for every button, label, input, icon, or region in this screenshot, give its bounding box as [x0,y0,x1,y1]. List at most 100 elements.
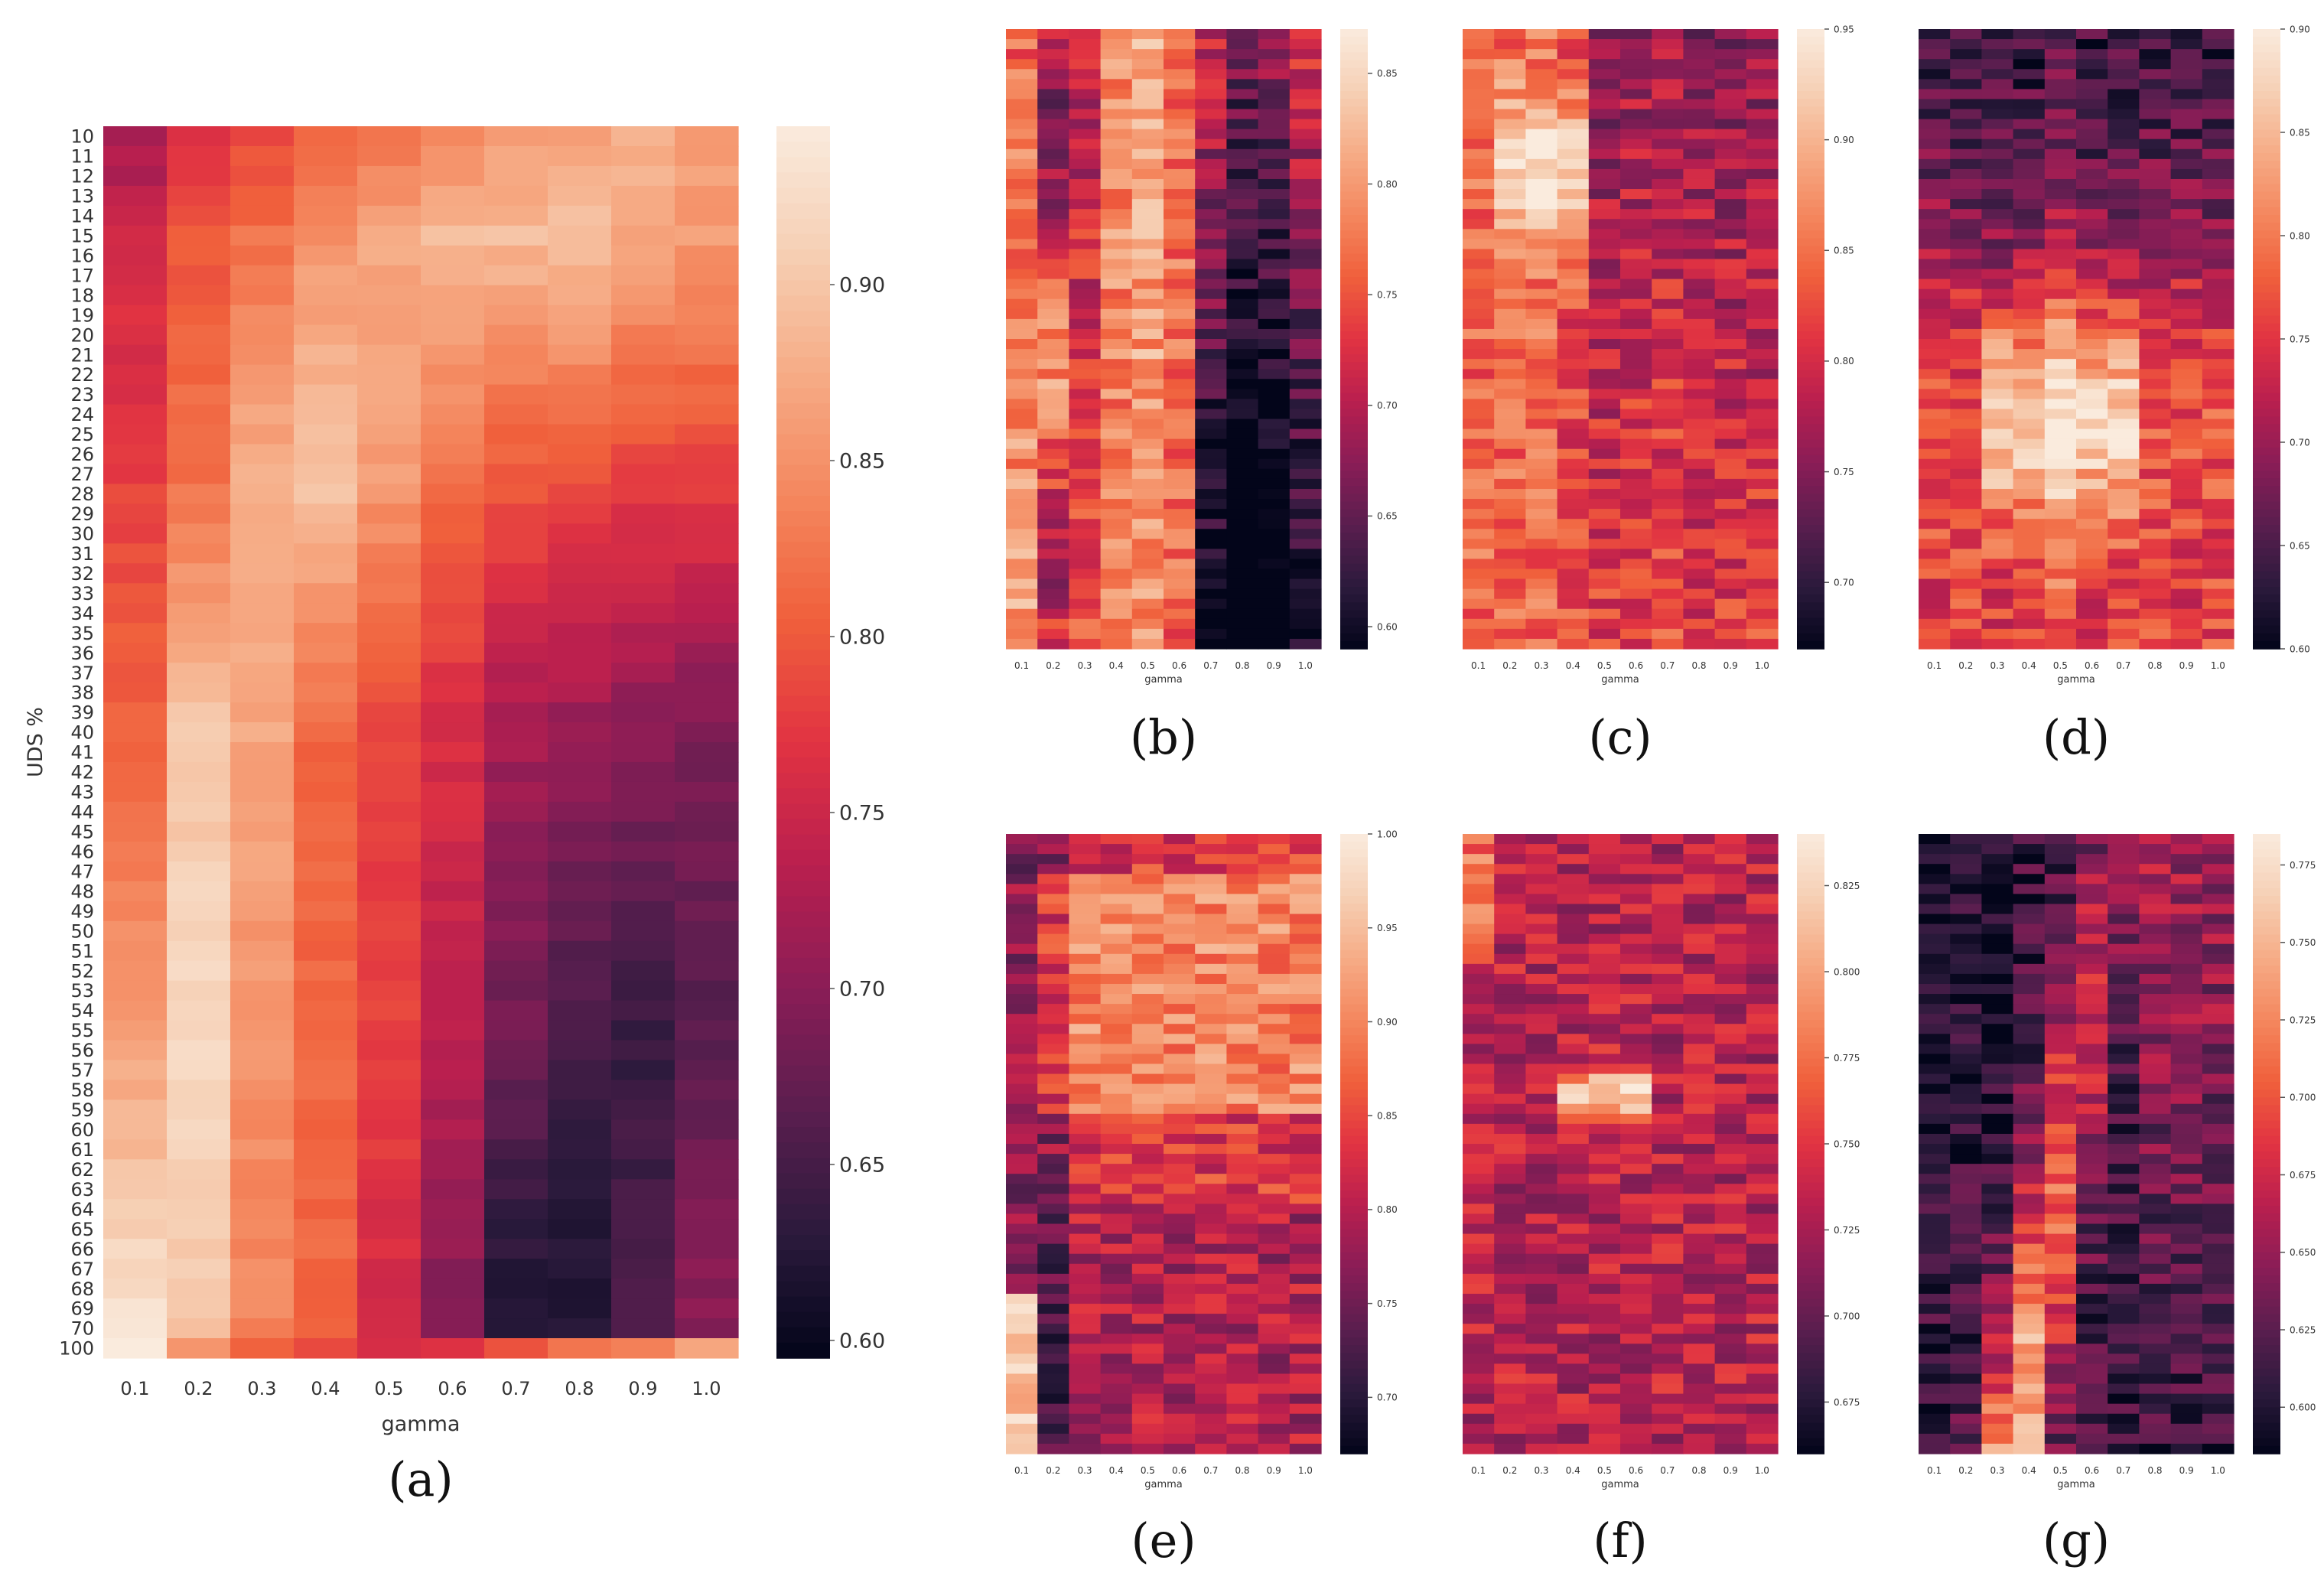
heatmap-cell [1463,1223,1495,1235]
heatmap-cell [357,761,422,783]
colorbar-segment [1797,1236,1824,1246]
heatmap-cell [1981,1063,2014,1075]
heatmap-cell [1037,894,1069,905]
heatmap-cell [1620,1133,1652,1145]
heatmap-cell [1919,409,1951,420]
heatmap-cell [1195,1174,1227,1184]
heatmap-cell [1131,39,1164,50]
heatmap-cell [421,503,485,524]
heatmap-cell [2044,1054,2077,1065]
heatmap-cell [2170,1283,2203,1295]
heatmap-cell [1131,1184,1164,1194]
heatmap-cell [1620,1044,1652,1055]
heatmap-cell [2076,419,2108,430]
colorbar-segment [2253,145,2280,154]
heatmap-cell [2139,328,2172,340]
heatmap-cell [2013,199,2046,210]
heatmap-cell [294,1318,358,1339]
heatmap-cell [2076,239,2108,250]
heatmap-cell [1714,588,1747,600]
heatmap-cell [1683,409,1716,420]
colorbar-segment [776,1173,830,1190]
heatmap-cell [1258,1353,1291,1365]
heatmap-cell [103,1298,168,1319]
heatmap-cell [1683,259,1716,270]
heatmap-cell [1069,1184,1102,1194]
heatmap-cell [1289,189,1322,200]
heatmap-cell [1006,549,1038,560]
heatmap-cell [1746,138,1779,150]
colorbar-segment [1797,1197,1824,1207]
heatmap-cell [1981,1293,2014,1305]
heatmap-cell [2202,1034,2234,1044]
heatmap-cell [1557,953,1590,965]
heatmap-cell [1069,1093,1102,1105]
heatmap-cell [1525,269,1558,280]
heatmap-cell [1069,884,1102,894]
colorbar-segment [1340,1368,1368,1377]
heatmap-cell [1131,359,1164,370]
heatmap-cell [675,503,739,524]
heatmap-cell [2076,138,2108,150]
heatmap-cell [1289,1073,1322,1085]
heatmap-cell [548,1119,612,1140]
heatmap-cell [2202,529,2234,539]
heatmap-cell [2108,1083,2140,1095]
heatmap-cell [1258,1054,1291,1065]
heatmap-cell [1919,568,1951,580]
heatmap-cell [2108,239,2140,250]
heatmap-cell [1683,1194,1716,1204]
heatmap-cell [1981,79,2014,90]
colorbar-segment [2253,308,2280,317]
heatmap-cell [1258,69,1291,80]
heatmap-cell [1746,1314,1779,1324]
heatmap-cell [1746,269,1779,280]
colorbar-tick-label: 1.00 [1377,829,1398,839]
heatmap-cell [1100,239,1133,250]
heatmap-cell [2076,598,2108,610]
heatmap-cell [167,484,231,504]
heatmap-cell [1494,1083,1526,1095]
heatmap-cell [1714,1403,1747,1415]
heatmap-cell [1463,568,1495,580]
colorbar-segment [1340,540,1368,549]
heatmap-cell [1746,359,1779,370]
heatmap-cell [1131,488,1164,500]
heatmap-cell [1494,923,1526,935]
heatmap-cell [1620,834,1652,845]
heatmap-cell [1981,628,2014,640]
heatmap-cell [611,603,675,624]
heatmap-cell [1981,864,2014,875]
heatmap-cell [421,702,485,723]
colorbar-segment [1340,122,1368,131]
heatmap-cell [2013,923,2046,935]
colorbar-segment [1340,1020,1368,1028]
heatmap-cell [1919,399,1951,410]
heatmap-cell [1919,844,1951,855]
colorbar-segment [1340,463,1368,471]
colorbar-segment [1340,958,1368,966]
x-tick-label: 0.5 [1141,660,1155,671]
heatmap-cell [2139,1194,2172,1204]
heatmap-cell [611,623,675,643]
heatmap-cell [1746,983,1779,995]
heatmap-cell [1226,499,1259,510]
heatmap-cell [1494,468,1526,480]
colorbar-segment [2253,261,2280,270]
heatmap-cell [1714,1113,1747,1125]
heatmap-cell [1525,178,1558,190]
heatmap-cell [1714,1213,1747,1225]
heatmap-cell [1226,359,1259,370]
heatmap-cell [2170,129,2203,140]
heatmap-cell [2076,834,2108,845]
heatmap-cell [2013,874,2046,884]
heatmap-cell [1620,1113,1652,1125]
heatmap-cell [1525,278,1558,290]
colorbar-segment [776,588,830,604]
heatmap-cell [1620,468,1652,480]
heatmap-cell [230,285,295,306]
heatmap-cell [1919,1073,1951,1085]
heatmap-cell [1226,559,1259,570]
heatmap-cell [1226,379,1259,389]
heatmap-cell [2202,249,2234,260]
